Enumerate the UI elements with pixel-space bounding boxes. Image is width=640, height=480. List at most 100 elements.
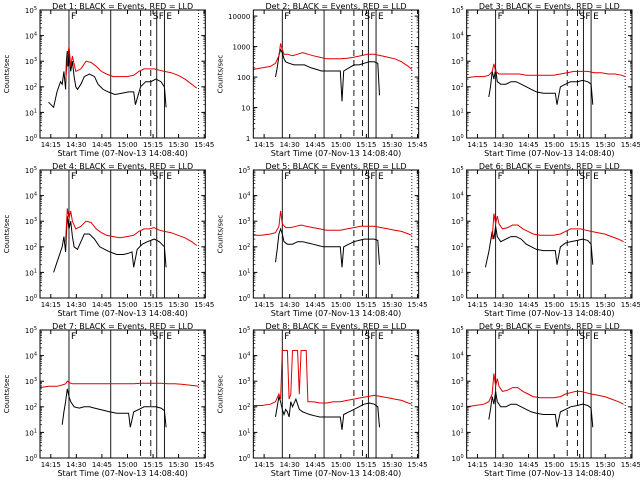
x-axis-label: Start Time (07-Nov-13 14:08:40) [484, 469, 614, 478]
y-axis-label: Counts/sec [216, 215, 224, 254]
y-tick-label: 101 [452, 108, 464, 117]
series-line-events [275, 227, 380, 268]
y-tick-label: 104 [25, 352, 37, 361]
time-marker-label: S [153, 332, 159, 342]
y-tick-label: 1 [246, 135, 250, 143]
y-tick-label: 103 [238, 377, 250, 386]
series-line-events [275, 396, 380, 430]
series-line-lld [466, 373, 624, 408]
plot-frame [252, 329, 420, 459]
time-marker-label: F [370, 172, 375, 182]
x-tick-label: 14:15 [467, 141, 487, 149]
time-marker-label: S [579, 172, 585, 182]
chart-title: Det 9: BLACK = Events, RED = LLD [479, 322, 620, 331]
x-axis-label: Start Time (07-Nov-13 14:08:40) [271, 149, 401, 158]
x-tick-label: 14:15 [467, 461, 487, 469]
x-tick-label: 14:30 [493, 461, 513, 469]
y-tick-label: 103 [452, 57, 464, 66]
y-tick-label: 101 [452, 428, 464, 437]
chart-title: Det 1: BLACK = Events, RED = LLD [52, 2, 193, 11]
y-tick-label: 102 [452, 243, 464, 252]
y-tick-label: 104 [238, 192, 250, 201]
plot-frame [252, 169, 420, 299]
time-marker-label: E [378, 332, 384, 342]
x-tick-label: 14:45 [305, 141, 325, 149]
y-tick-label: 10 [241, 105, 250, 113]
chart-title: Det 6: BLACK = Events, RED = LLD [479, 162, 620, 171]
x-tick-label: 15:15 [570, 461, 590, 469]
x-tick-label: 15:30 [382, 301, 402, 309]
y-tick-label: 10000 [228, 13, 250, 21]
time-marker-label: F [284, 172, 289, 182]
time-marker-label: F [370, 332, 375, 342]
y-tick-label: 105 [452, 6, 464, 15]
y-tick-label: 102 [452, 83, 464, 92]
x-tick-label: 15:45 [194, 301, 214, 309]
time-marker-label: F [159, 332, 164, 342]
time-marker-label: E [378, 12, 384, 22]
y-tick-label: 105 [25, 6, 37, 15]
time-marker-label: S [153, 172, 159, 182]
time-marker-label: S [364, 12, 370, 22]
x-tick-label: 15:00 [117, 301, 137, 309]
x-tick-label: 15:45 [621, 461, 640, 469]
x-tick-label: 15:30 [595, 301, 615, 309]
y-tick-label: 104 [452, 32, 464, 41]
x-tick-label: 14:15 [41, 301, 61, 309]
y-tick-label: 103 [25, 217, 37, 226]
x-tick-label: 14:15 [254, 461, 274, 469]
y-tick-label: 105 [452, 166, 464, 175]
y-tick-label: 103 [25, 377, 37, 386]
time-marker-label: S [364, 332, 370, 342]
series-line-lld [253, 43, 413, 70]
series-line-events [275, 48, 380, 102]
x-tick-label: 15:00 [544, 141, 564, 149]
chart-title: Det 4: BLACK = Events, RED = LLD [52, 162, 193, 171]
time-marker-label: F [284, 332, 289, 342]
y-tick-label: 102 [25, 83, 37, 92]
series-line-events [61, 388, 167, 428]
time-marker-label: F [71, 332, 76, 342]
time-marker-label: F [498, 172, 503, 182]
y-axis-label: Counts/sec [3, 215, 11, 254]
y-axis-label: Counts/sec [216, 375, 224, 414]
x-tick-label: 15:45 [407, 461, 427, 469]
time-marker-label: F [159, 172, 164, 182]
y-tick-label: 100 [238, 454, 250, 463]
y-tick-label: 101 [238, 268, 250, 277]
x-tick-label: 14:45 [92, 141, 112, 149]
time-marker-label: F [284, 12, 289, 22]
plot-frame [252, 9, 420, 139]
time-marker-label: F [71, 172, 76, 182]
time-marker-label: S [153, 12, 159, 22]
time-marker-label: F [498, 12, 503, 22]
y-tick-label: 101 [25, 428, 37, 437]
time-marker-label: E [166, 172, 172, 182]
x-tick-label: 14:15 [254, 301, 274, 309]
time-marker-label: E [593, 332, 599, 342]
y-axis-label: Counts/sec [216, 55, 224, 94]
y-tick-label: 105 [238, 326, 250, 335]
x-tick-label: 15:00 [331, 461, 351, 469]
x-tick-label: 15:00 [544, 461, 564, 469]
x-tick-label: 14:30 [66, 461, 86, 469]
x-tick-label: 15:30 [169, 141, 189, 149]
x-tick-label: 14:30 [493, 301, 513, 309]
series-line-events [53, 216, 167, 273]
x-axis-label: Start Time (07-Nov-13 14:08:40) [57, 149, 187, 158]
x-tick-label: 15:15 [143, 461, 163, 469]
x-tick-label: 14:45 [305, 301, 325, 309]
time-marker-label: E [593, 12, 599, 22]
x-tick-label: 14:30 [66, 141, 86, 149]
time-marker-label: S [364, 172, 370, 182]
time-marker-label: F [370, 12, 375, 22]
y-tick-label: 101 [452, 268, 464, 277]
y-tick-label: 105 [238, 166, 250, 175]
x-tick-label: 14:45 [518, 141, 538, 149]
series-line-events [484, 226, 594, 268]
